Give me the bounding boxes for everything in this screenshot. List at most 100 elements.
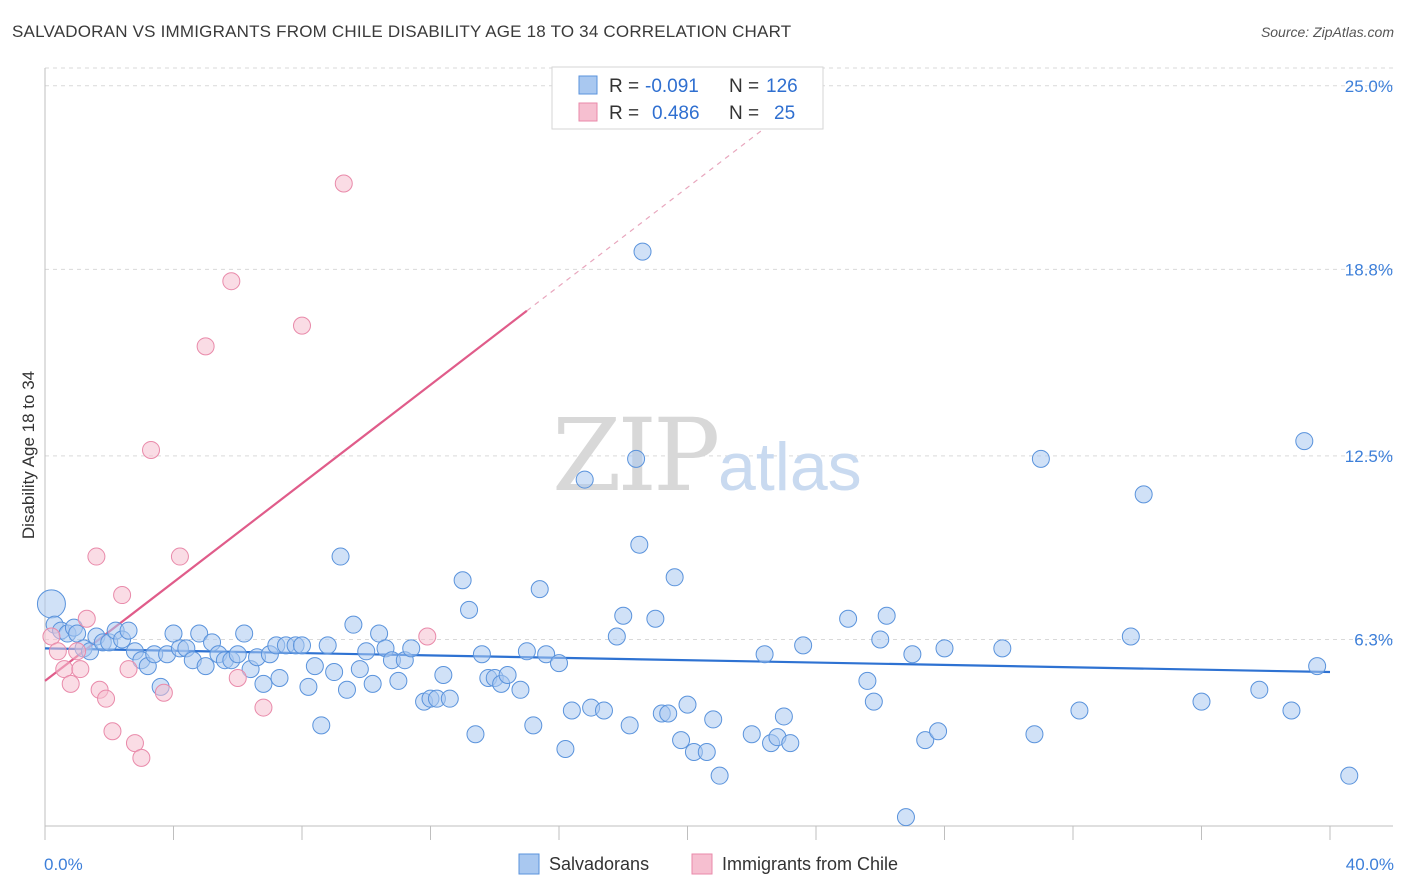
salvadorans-point — [511, 680, 530, 699]
x-tick-label-min: 0.0% — [44, 855, 83, 874]
legend-n-value-2: 25 — [774, 103, 795, 124]
chart-title: SALVADORAN VS IMMIGRANTS FROM CHILE DISA… — [12, 22, 792, 41]
chile-point — [87, 547, 106, 566]
salvadorans-point — [318, 636, 337, 655]
y-axis-label: Disability Age 18 to 34 — [19, 371, 38, 539]
salvadorans-point — [550, 654, 568, 673]
salvadorans-point — [672, 731, 691, 750]
chile-point — [254, 698, 273, 717]
chile-point — [97, 689, 116, 708]
bottom-legend-label-chile: Immigrants from Chile — [722, 854, 898, 874]
salvadorans-point — [305, 657, 324, 676]
salvadorans-point — [350, 660, 369, 679]
salvadorans-point — [1340, 766, 1359, 785]
stats-legend: R = -0.091 N = 126 R = 0.486 N = 25 — [551, 66, 824, 130]
salvadorans-point — [370, 624, 389, 643]
salvadorans-point — [935, 639, 954, 658]
salvadorans-point — [325, 663, 344, 682]
salvadorans-point — [678, 695, 697, 714]
salvadorans-point — [755, 645, 774, 664]
bottom-legend-swatch-salvadorans — [518, 853, 540, 875]
salvadorans-point — [1192, 692, 1211, 711]
trend-lines — [44, 88, 1331, 682]
salvadorans-point — [710, 766, 729, 785]
salvadorans-point — [916, 731, 935, 750]
y-tick-labels: 6.3% 12.5% 18.8% 25.0% — [1345, 77, 1393, 650]
watermark-atlas: atlas — [718, 429, 862, 505]
x-tick-label-max: 40.0% — [1346, 855, 1394, 874]
salvadorans-point — [839, 609, 858, 628]
source-label: Source: ZipAtlas.com — [1260, 24, 1394, 40]
salvadorans-point — [460, 600, 479, 619]
chile-point — [113, 586, 132, 605]
salvadorans-point — [1308, 657, 1327, 676]
salvadorans-point — [929, 722, 948, 741]
salvadorans-point — [337, 680, 356, 699]
salvadorans-point — [389, 671, 408, 690]
salvadorans-point — [556, 740, 575, 759]
salvadorans-point — [877, 606, 896, 625]
salvadorans-point — [1070, 701, 1089, 720]
salvadorans-point — [781, 734, 800, 753]
salvadorans-point — [871, 630, 890, 649]
salvadorans-point — [794, 636, 813, 655]
salvadorans-point — [607, 627, 626, 646]
legend-r-label-1: R = — [609, 76, 639, 97]
salvadorans-point — [627, 449, 646, 468]
salvadorans-point — [858, 671, 877, 690]
salvadorans-point — [119, 621, 138, 640]
salvadorans-point — [1295, 432, 1314, 451]
salvadorans-point — [254, 674, 273, 693]
y-tick-label: 18.8% — [1345, 260, 1393, 279]
salvadorans-point — [646, 609, 665, 628]
chile-point — [119, 660, 138, 679]
chile-point — [77, 609, 96, 628]
chile-point — [154, 683, 173, 702]
legend-n-label-1: N = — [729, 76, 759, 97]
salvadorans-point — [453, 571, 472, 590]
salvadorans-point — [620, 716, 639, 735]
chile-trend-line — [44, 309, 528, 682]
salvadorans-point — [440, 689, 459, 708]
watermark: ZIP atlas — [552, 397, 862, 514]
salvadorans-point — [1031, 449, 1050, 468]
salvadorans-point — [164, 624, 183, 643]
salvadorans-point — [270, 668, 289, 687]
salvadorans-point — [196, 657, 215, 676]
salvadorans-point — [498, 665, 517, 684]
salvadorans-point — [1025, 725, 1044, 744]
chile-point — [61, 674, 80, 693]
salvadorans-point — [434, 665, 453, 684]
salvadorans-point — [659, 704, 678, 723]
salvadorans-point — [774, 707, 793, 726]
salvadorans-point — [742, 725, 761, 744]
axes — [44, 68, 1393, 840]
salvadorans-point — [903, 645, 922, 664]
chile-point — [334, 174, 353, 193]
chile-point — [132, 748, 151, 767]
salvadorans-point — [530, 580, 549, 599]
salvadorans-point — [190, 624, 209, 643]
salvadorans-point — [1134, 485, 1153, 504]
legend-r-label-2: R = — [609, 103, 639, 124]
salvadorans-point — [575, 470, 594, 489]
chile-point — [293, 316, 311, 335]
y-tick-label: 12.5% — [1345, 447, 1393, 466]
salvadorans-point — [235, 624, 254, 643]
salvadorans-point — [312, 716, 331, 735]
salvadorans-point — [402, 639, 421, 658]
salvadorans-point — [1282, 701, 1301, 720]
salvadorans-point — [331, 547, 350, 566]
chile-point — [170, 547, 189, 566]
salvadorans-point — [466, 725, 485, 744]
salvadorans-point — [633, 242, 652, 261]
salvadorans-point — [524, 716, 543, 735]
salvadorans-point — [594, 701, 613, 720]
chile-point — [222, 272, 241, 291]
salvadorans-point — [864, 692, 883, 711]
legend-r-value-1: -0.091 — [645, 76, 699, 97]
salvadorans-point — [344, 615, 363, 634]
chile-points — [42, 174, 437, 767]
legend-n-label-2: N = — [729, 103, 759, 124]
